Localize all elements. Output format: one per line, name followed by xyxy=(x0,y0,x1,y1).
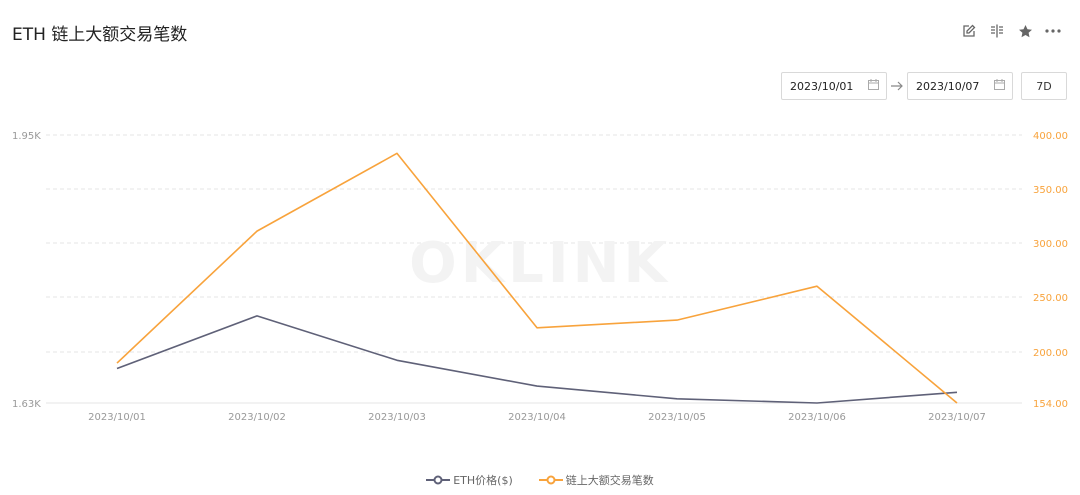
y-right-tick-label: 200.00 xyxy=(1033,348,1068,359)
x-tick-label: 2023/10/01 xyxy=(88,412,146,423)
calendar-icon xyxy=(994,79,1005,93)
page-title: ETH 链上大额交易笔数 xyxy=(12,25,188,45)
edit-icon[interactable] xyxy=(960,22,978,40)
y-right-tick-label: 350.00 xyxy=(1033,185,1068,196)
end-date-value: 2023/10/07 xyxy=(916,79,980,93)
x-tick-label: 2023/10/03 xyxy=(368,412,426,423)
y-right-tick-label: 154.00 xyxy=(1033,399,1068,410)
legend-eth-price-label: ETH价格($) xyxy=(453,474,513,487)
arrow-right-icon xyxy=(887,81,907,91)
compare-icon[interactable] xyxy=(988,22,1006,40)
chart-legend: ETH价格($) 链上大额交易笔数 xyxy=(0,472,1080,488)
y-right-tick-label: 300.00 xyxy=(1033,239,1068,250)
legend-item-eth-price[interactable]: ETH价格($) xyxy=(426,472,513,488)
start-date-input[interactable]: 2023/10/01 xyxy=(781,72,887,100)
x-tick-label: 2023/10/02 xyxy=(228,412,286,423)
legend-item-large-tx[interactable]: 链上大额交易笔数 xyxy=(538,472,654,488)
range-7d-button[interactable]: 7D xyxy=(1021,72,1067,100)
watermark-logo: OKLINK xyxy=(409,231,671,296)
legend-eth-price-marker xyxy=(426,475,451,485)
x-tick-label: 2023/10/07 xyxy=(928,412,986,423)
y-right-tick-label: 250.00 xyxy=(1033,293,1068,304)
star-icon[interactable] xyxy=(1016,22,1034,40)
eth-price-line xyxy=(116,315,958,404)
date-range-picker: 2023/10/01 2023/10/07 7D xyxy=(781,72,1067,100)
x-tick-label: 2023/10/05 xyxy=(648,412,706,423)
start-date-value: 2023/10/01 xyxy=(790,79,854,93)
x-tick-label: 2023/10/04 xyxy=(508,412,566,423)
x-tick-label: 2023/10/06 xyxy=(788,412,846,423)
more-icon[interactable] xyxy=(1044,22,1062,40)
legend-large-tx-marker xyxy=(538,475,563,485)
y-left-tick-label: 1.63K xyxy=(12,399,41,410)
line-chart: OKLINK 1.95K 1.63K 400.00 350.00 300.00 250.00… xyxy=(12,131,1068,423)
y-left-tick-label: 1.95K xyxy=(12,131,41,142)
y-right-tick-label: 400.00 xyxy=(1033,131,1068,142)
legend-large-tx-label: 链上大额交易笔数 xyxy=(565,474,654,487)
calendar-icon xyxy=(868,79,879,93)
end-date-input[interactable]: 2023/10/07 xyxy=(907,72,1013,100)
chart-toolbar xyxy=(960,22,1062,40)
